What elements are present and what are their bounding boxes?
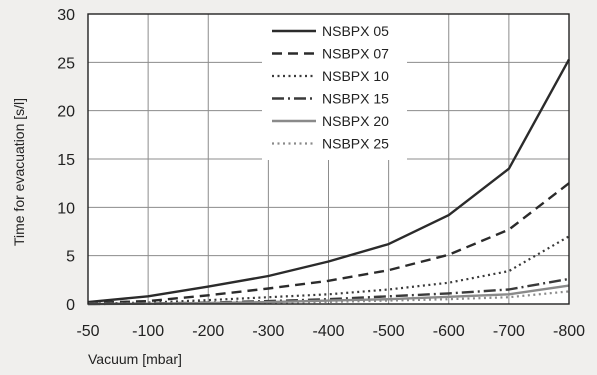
y-tick-labels: 0 5 10 15 20 25 30 — [57, 7, 75, 314]
y-tick-label: 5 — [66, 249, 75, 266]
x-tick-labels: -50 -100 -200 -300 -400 -500 -600 -700 -800 — [76, 323, 585, 340]
x-tick-label: -800 — [553, 323, 585, 340]
legend-label: NSBPX 20 — [322, 113, 389, 129]
x-axis-label: Vacuum [mbar] — [88, 351, 182, 367]
series-line — [87, 182, 570, 305]
series-line — [87, 235, 570, 305]
x-tick-label: -600 — [433, 323, 465, 340]
x-tick-label: -200 — [192, 323, 224, 340]
legend-label: NSBPX 07 — [322, 46, 389, 62]
series-layer — [87, 58, 571, 306]
plot-frame — [87, 13, 570, 305]
legend-label: NSBPX 10 — [322, 68, 389, 84]
x-tick-label: -700 — [493, 323, 525, 340]
y-tick-label: 10 — [57, 200, 75, 217]
x-tick-label: -50 — [76, 323, 99, 340]
x-tick-label: -400 — [312, 323, 344, 340]
legend-label: NSBPX 15 — [322, 91, 389, 107]
x-tick-label: -500 — [373, 323, 405, 340]
legend: NSBPX 05 NSBPX 07 NSBPX 10 NSBPX 15 NSBPX 20… — [272, 23, 389, 152]
x-tick-label: -300 — [252, 323, 284, 340]
x-tick-label: -100 — [132, 323, 164, 340]
legend-label: NSBPX 05 — [322, 23, 389, 39]
y-tick-label: 30 — [57, 7, 75, 24]
y-tick-label: 20 — [57, 104, 75, 121]
y-axis-label: Time for evacuation [s/l] — [11, 98, 27, 246]
legend-background — [262, 14, 407, 160]
y-tick-label: 15 — [57, 152, 75, 169]
y-tick-label: 0 — [66, 297, 75, 314]
y-tick-label: 25 — [57, 55, 75, 72]
series-line — [87, 277, 570, 306]
legend-label: NSBPX 25 — [322, 136, 389, 152]
series-line — [87, 58, 571, 304]
